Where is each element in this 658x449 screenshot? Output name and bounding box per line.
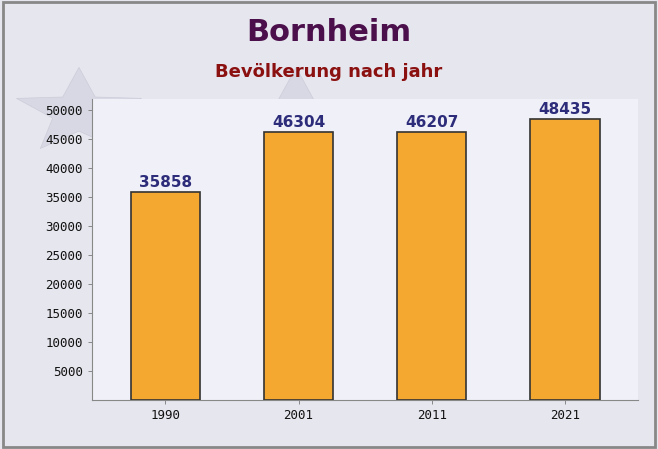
Bar [264, 132, 333, 400]
Bar [131, 192, 200, 400]
Text: 46304: 46304 [272, 114, 325, 130]
Text: Bornheim: Bornheim [247, 18, 411, 47]
Text: Bevölkerung nach jahr: Bevölkerung nach jahr [215, 63, 443, 81]
Text: 35858: 35858 [139, 175, 192, 190]
Text: 48435: 48435 [538, 102, 592, 117]
Text: 46207: 46207 [405, 115, 459, 130]
Bar [397, 132, 467, 400]
Bar [530, 119, 599, 400]
